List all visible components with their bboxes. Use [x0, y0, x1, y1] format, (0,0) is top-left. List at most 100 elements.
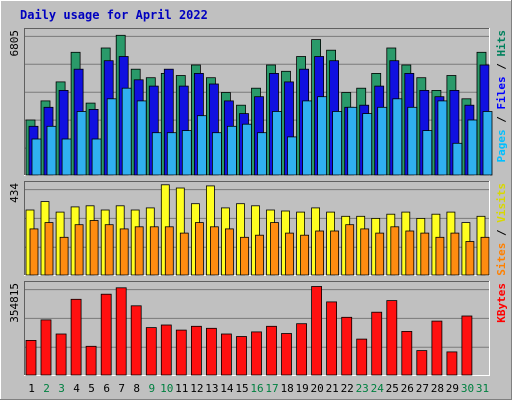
day-label-27: 27 — [416, 382, 429, 395]
bar-kbytes-day-8 — [130, 305, 142, 376]
day-label-22: 22 — [341, 382, 354, 395]
day-label-3: 3 — [58, 382, 65, 395]
bar-pages-day-20 — [317, 96, 328, 176]
bar-kbytes-day-25 — [386, 300, 398, 376]
day-label-12: 12 — [190, 382, 203, 395]
bar-sites-day-6 — [104, 224, 114, 276]
bar-sites-day-14 — [224, 228, 234, 276]
panel-kbytes: 354815 KBytes — [8, 281, 508, 376]
day-label-9: 9 — [148, 382, 155, 395]
bar-sites-day-3 — [59, 236, 69, 276]
side-label-separator: / — [495, 110, 508, 130]
bar-pages-day-18 — [287, 136, 297, 176]
bar-kbytes-day-18 — [281, 333, 292, 376]
side-label-visits: Visits — [495, 183, 508, 223]
bar-sites-day-25 — [390, 226, 400, 276]
day-label-29: 29 — [446, 382, 459, 395]
bar-kbytes-day-20 — [311, 286, 323, 376]
bar-sites-day-18 — [285, 232, 294, 276]
side-label-kbytes: KBytes — [495, 283, 508, 323]
bar-kbytes-day-24 — [371, 311, 383, 376]
bar-sites-day-10 — [164, 226, 174, 276]
bar-sites-day-30 — [465, 241, 475, 276]
day-label-23: 23 — [356, 382, 369, 395]
day-label-31: 31 — [476, 382, 489, 395]
bar-kbytes-day-13 — [205, 327, 217, 376]
bar-pages-day-28 — [437, 100, 448, 176]
day-label-19: 19 — [295, 382, 308, 395]
day-label-2: 2 — [43, 382, 50, 395]
bar-pages-day-1 — [31, 138, 42, 176]
bar-kbytes-day-27 — [416, 350, 428, 376]
bar-pages-day-22 — [347, 106, 358, 176]
bar-pages-day-19 — [302, 100, 313, 176]
bar-sites-day-15 — [240, 236, 249, 276]
bar-kbytes-day-26 — [401, 330, 413, 376]
bar-pages-day-24 — [377, 106, 388, 176]
bar-kbytes-day-22 — [341, 316, 353, 376]
bar-sites-day-1 — [29, 228, 39, 276]
bar-kbytes-day-9 — [145, 327, 157, 376]
bar-kbytes-day-28 — [431, 320, 443, 376]
bar-pages-day-15 — [242, 123, 252, 176]
bar-pages-day-27 — [422, 130, 433, 176]
bar-sites-day-19 — [300, 234, 310, 276]
day-label-28: 28 — [431, 382, 444, 395]
bar-kbytes-day-2 — [40, 319, 52, 376]
side-label-kbytes: KBytes — [495, 283, 508, 323]
bar-sites-day-31 — [480, 236, 490, 276]
day-label-16: 16 — [250, 382, 263, 395]
bar-sites-day-27 — [420, 232, 430, 276]
bar-kbytes-day-5 — [85, 345, 97, 376]
day-label-18: 18 — [280, 382, 293, 395]
side-label-separator: / — [495, 57, 508, 77]
day-label-13: 13 — [205, 382, 218, 395]
bar-kbytes-day-29 — [446, 351, 458, 376]
max-label-kbytes: 354815 — [8, 283, 21, 323]
side-label-sites-visits: Sites / Visits — [495, 183, 508, 276]
bar-sites-day-2 — [44, 222, 54, 276]
bar-kbytes-day-4 — [70, 298, 82, 376]
bar-kbytes-day-15 — [236, 336, 247, 376]
bar-sites-day-8 — [134, 226, 144, 276]
bar-pages-day-31 — [482, 111, 493, 176]
day-label-30: 30 — [461, 382, 474, 395]
side-label-pages-files-hits: Pages / Files / Hits — [495, 30, 508, 163]
chart-title: Daily usage for April 2022 — [20, 8, 208, 22]
bar-pages-day-12 — [196, 115, 207, 176]
bar-pages-day-17 — [272, 111, 282, 176]
side-label-files: Files — [495, 76, 508, 109]
day-label-17: 17 — [265, 382, 278, 395]
day-label-11: 11 — [175, 382, 188, 395]
day-label-15: 15 — [235, 382, 248, 395]
bar-pages-day-23 — [362, 113, 373, 176]
bar-sites-day-29 — [450, 232, 460, 276]
day-label-5: 5 — [88, 382, 95, 395]
bar-pages-day-2 — [46, 125, 57, 176]
bar-sites-day-28 — [435, 236, 445, 276]
bar-sites-day-20 — [315, 230, 325, 276]
max-label-pages-files-hits: 6805 — [8, 30, 21, 57]
day-label-4: 4 — [73, 382, 80, 395]
bar-kbytes-day-3 — [55, 333, 67, 376]
panel-sites-visits: 434 Sites / Visits — [8, 181, 508, 276]
bar-sites-day-22 — [345, 224, 355, 276]
bar-sites-day-7 — [119, 228, 129, 276]
side-label-sites: Sites — [495, 243, 508, 276]
bar-pages-day-25 — [392, 98, 403, 176]
bar-pages-day-11 — [181, 130, 192, 176]
day-label-25: 25 — [386, 382, 399, 395]
bar-kbytes-day-21 — [326, 301, 338, 376]
bar-kbytes-day-12 — [190, 325, 202, 376]
bar-kbytes-day-10 — [160, 324, 172, 376]
bar-pages-day-10 — [166, 132, 177, 176]
max-label-sites-visits: 434 — [8, 183, 21, 203]
side-label-hits: Hits — [495, 30, 508, 57]
bar-kbytes-day-11 — [175, 329, 187, 376]
bar-kbytes-day-17 — [266, 325, 277, 376]
day-label-7: 7 — [118, 382, 125, 395]
bar-sites-day-26 — [405, 230, 415, 276]
panel-pages-files-hits: 6805 Pages / Files / Hits — [8, 28, 508, 176]
bar-sites-day-13 — [209, 226, 219, 276]
